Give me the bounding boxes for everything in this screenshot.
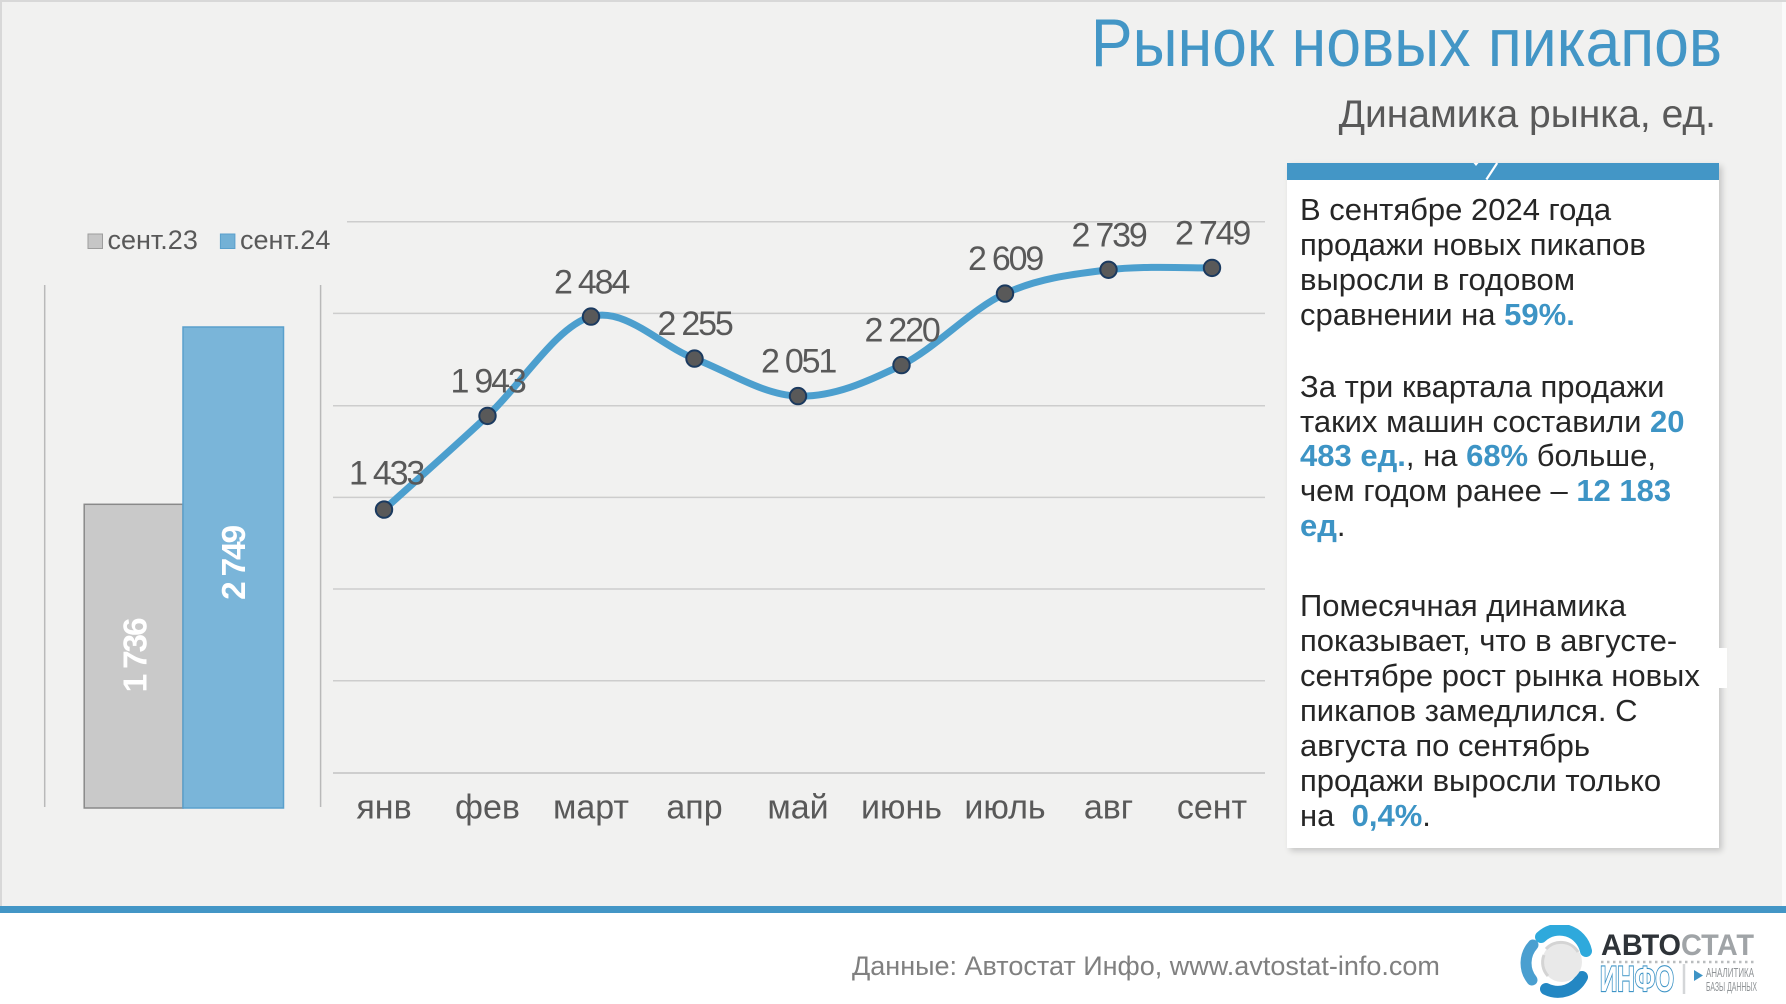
svg-text:фев: фев: [455, 789, 520, 827]
svg-text:сент.23: сент.23: [108, 225, 198, 255]
svg-text:2 739: 2 739: [1071, 216, 1146, 254]
svg-text:2 220: 2 220: [864, 312, 939, 350]
svg-text:май: май: [767, 789, 828, 827]
svg-text:2 609: 2 609: [968, 240, 1043, 278]
svg-text:2 484: 2 484: [554, 264, 629, 302]
svg-text:сент.24: сент.24: [240, 225, 330, 255]
svg-text:янв: янв: [356, 789, 411, 827]
svg-text:АНАЛИТИКА: АНАЛИТИКА: [1706, 966, 1754, 980]
svg-text:1 433: 1 433: [349, 455, 424, 493]
svg-text:апр: апр: [666, 789, 722, 827]
svg-text:июль: июль: [964, 789, 1045, 827]
svg-text:авг: авг: [1084, 789, 1133, 827]
svg-text:2 749: 2 749: [216, 526, 253, 600]
svg-text:2 749: 2 749: [1175, 214, 1250, 252]
svg-text:АВТОСТАТ: АВТОСТАТ: [1601, 929, 1754, 962]
svg-text:сент: сент: [1177, 789, 1247, 827]
svg-text:март: март: [553, 789, 629, 827]
svg-text:ИНФО: ИНФО: [1600, 960, 1674, 999]
svg-text:2 051: 2 051: [761, 343, 836, 381]
svg-text:2 255: 2 255: [657, 305, 732, 343]
svg-text:1 736: 1 736: [118, 618, 155, 692]
svg-text:1 943: 1 943: [450, 362, 525, 400]
svg-text:БАЗЫ ДАННЫХ: БАЗЫ ДАННЫХ: [1706, 980, 1757, 994]
svg-text:июнь: июнь: [861, 789, 942, 827]
